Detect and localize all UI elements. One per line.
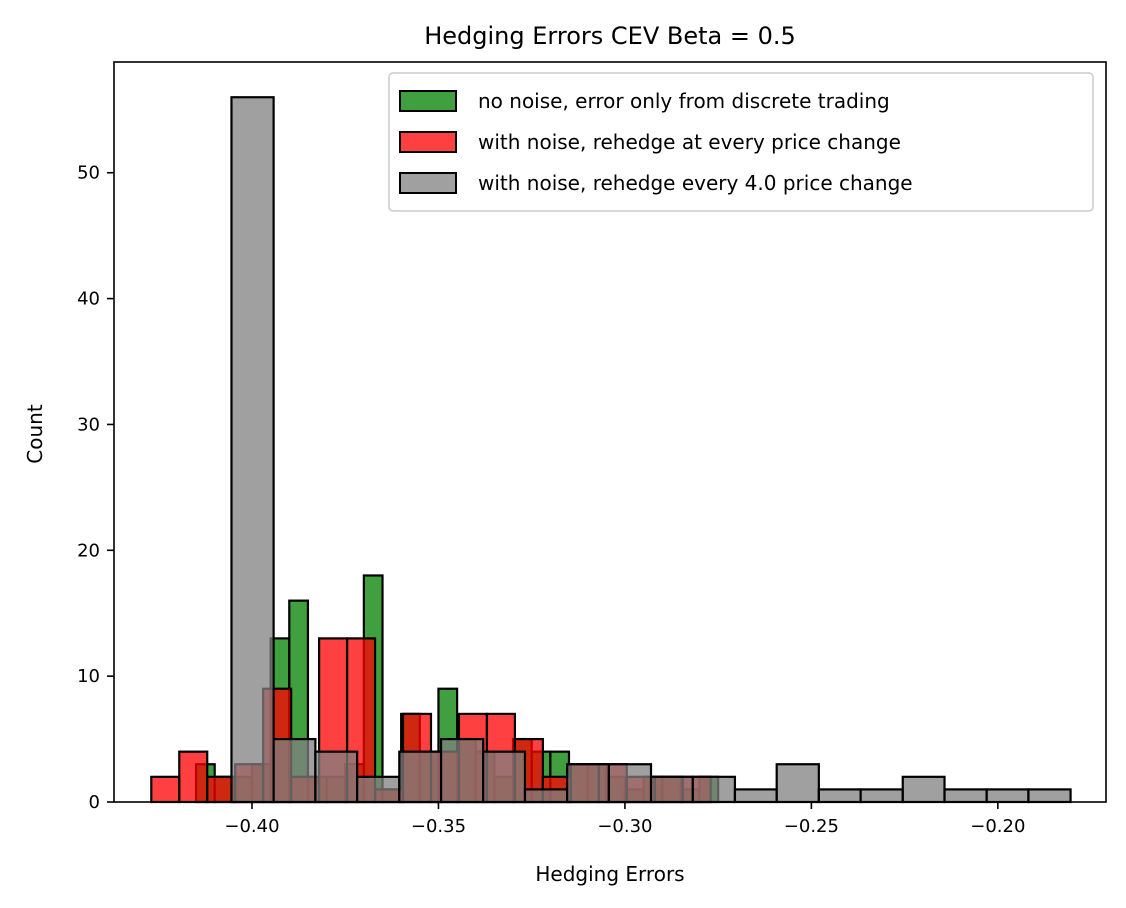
- legend: no noise, error only from discrete tradi…: [388, 72, 1094, 212]
- bar-series-1-bin-1: [178, 750, 209, 804]
- y-tick-label: 10: [77, 666, 100, 687]
- plot-frame: [113, 61, 1107, 803]
- legend-box: [388, 72, 1094, 212]
- bar-series-2-bin-1: [272, 737, 317, 804]
- legend-swatch-1: [399, 131, 457, 153]
- legend-swatch-0: [399, 90, 457, 112]
- y-tick-label: 30: [77, 414, 100, 435]
- axes-layer: −0.40 −0.35 −0.30 −0.25 −0.20 0 10 20 30 40 50: [77, 61, 1107, 837]
- bar-series-2-bin-16: [901, 775, 946, 804]
- bar-series-2-bin-19: [1027, 788, 1072, 804]
- x-tick-label: −0.40: [224, 816, 279, 837]
- bar-series-2-bin-8: [566, 763, 610, 804]
- bar-series-2-bin-10: [649, 775, 694, 804]
- bar-series-2-bin-15: [859, 788, 904, 804]
- chart-title: Hedging Errors CEV Beta = 0.5: [424, 22, 796, 50]
- y-tick-label: 0: [89, 792, 100, 813]
- bar-series-2-bin-18: [985, 788, 1030, 804]
- x-axis-label: Hedging Errors: [535, 862, 684, 886]
- bar-series-2-bin-7: [523, 788, 569, 804]
- bar-series-2-bin-17: [943, 788, 988, 804]
- bar-series-2-bin-4: [398, 750, 443, 804]
- y-tick-label: 50: [77, 163, 100, 184]
- bar-series-2-bin-6: [482, 750, 527, 804]
- bar-series-2-bin-3: [356, 775, 401, 804]
- legend-swatch-2: [399, 172, 457, 194]
- x-tick-label: −0.35: [411, 816, 466, 837]
- bar-series-2-bin-0: [230, 96, 275, 804]
- bar-series-2-bin-2: [314, 750, 359, 804]
- bar-series-2-bin-13: [775, 763, 820, 804]
- bar-series-2-bin-14: [817, 788, 862, 804]
- bar-series-1-bin-0: [150, 775, 181, 804]
- x-tick-label: −0.30: [597, 816, 652, 837]
- legend-label-1: with noise, rehedge at every price chang…: [478, 130, 901, 154]
- bar-series-2-bin-5: [439, 737, 485, 804]
- y-axis-label: Count: [23, 404, 47, 464]
- x-tick-label: −0.20: [970, 816, 1025, 837]
- bar-series-2-bin-12: [733, 788, 778, 804]
- legend-label-0: no noise, error only from discrete tradi…: [478, 89, 890, 113]
- legend-label-2: with noise, rehedge every 4.0 price chan…: [478, 171, 913, 195]
- bar-series-2-bin-11: [691, 775, 737, 804]
- bar-series-2-bin-9: [607, 763, 653, 804]
- x-tick-label: −0.25: [784, 816, 839, 837]
- y-tick-label: 40: [77, 289, 100, 310]
- y-tick-label: 20: [77, 540, 100, 561]
- bars-layer: [150, 96, 1072, 804]
